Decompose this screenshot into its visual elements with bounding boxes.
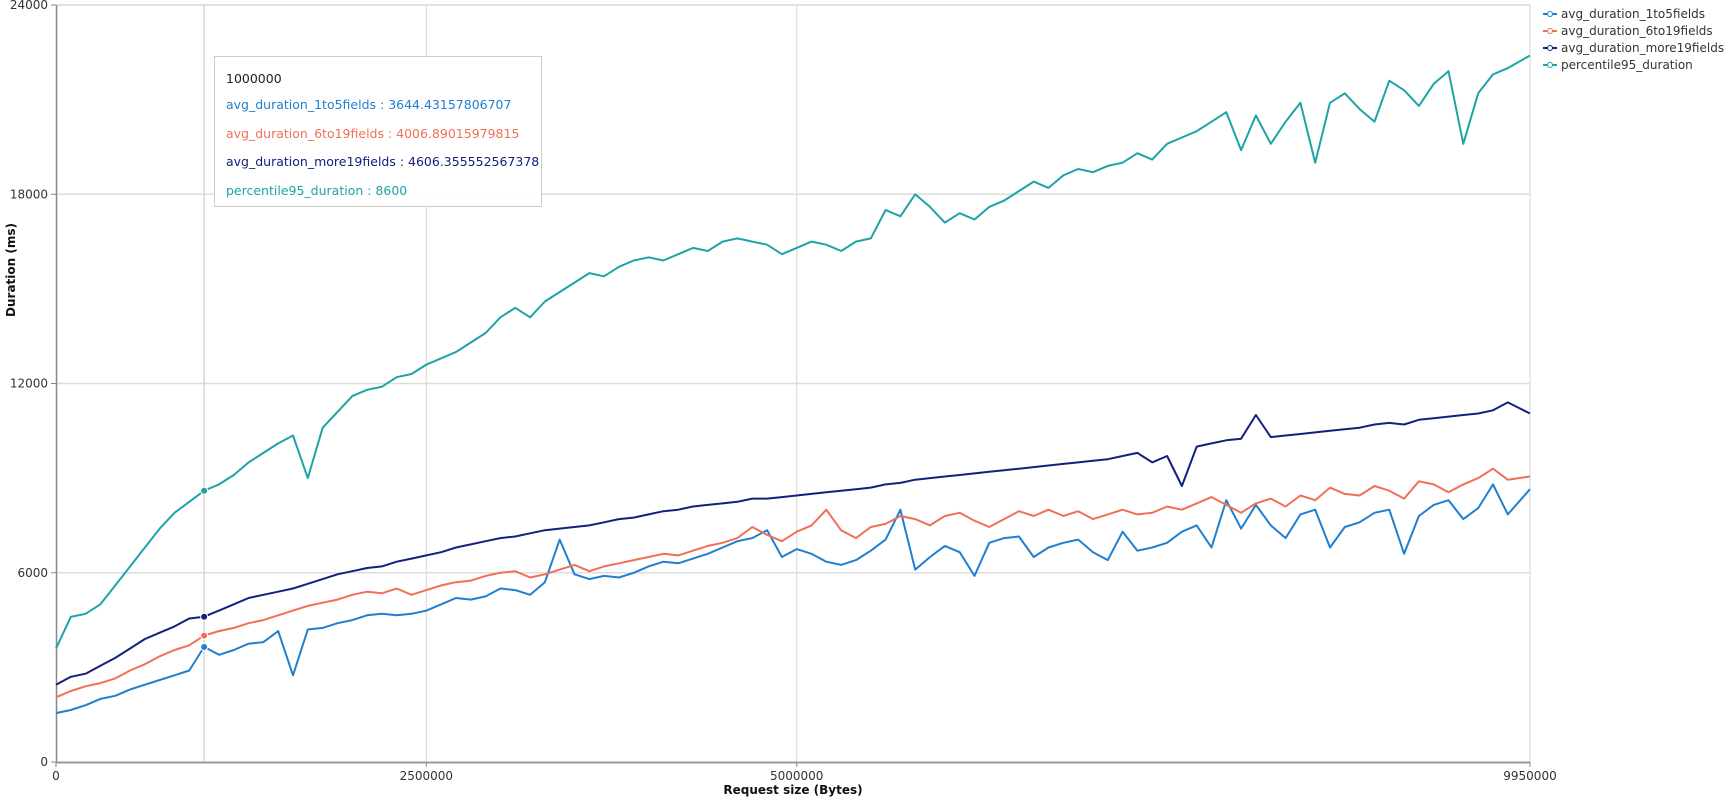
tooltip-row-more19: avg_duration_more19fields : 4606.3555525… [226,154,540,169]
hover-marker-avg_duration_more19fields [200,612,209,621]
x-tick-label: 9950000 [1503,769,1556,783]
hover-tooltip: 1000000 avg_duration_1to5fields : 3644.4… [214,56,542,207]
hover-markers [200,486,209,652]
legend-line-marker-icon [1543,27,1557,35]
y-axis-title: Duration (ms) [4,223,18,317]
legend: avg_duration_1to5fields avg_duration_6to… [1543,5,1724,73]
legend-label: avg_duration_more19fields [1561,40,1725,55]
legend-line-marker-icon [1543,44,1557,52]
tooltip-row-1to5: avg_duration_1to5fields : 3644.431578067… [226,97,512,112]
y-tick-label: 12000 [10,377,48,391]
legend-item-percentile95[interactable]: percentile95_duration [1543,56,1724,73]
tooltip-row-6to19: avg_duration_6to19fields : 4006.89015979… [226,125,520,141]
hover-marker-avg_duration_6to19fields [200,631,209,640]
legend-item-1to5fields[interactable]: avg_duration_1to5fields [1543,5,1724,22]
legend-item-6to19fields[interactable]: avg_duration_6to19fields [1543,22,1724,39]
series-line-avg_duration_more19fields[interactable] [55,401,1531,686]
hover-marker-avg_duration_1to5fields [200,643,209,652]
x-tick-label: 2500000 [400,769,453,783]
tooltip-row-p95: percentile95_duration : 8600 [226,182,408,198]
legend-item-more19fields[interactable]: avg_duration_more19fields [1543,39,1724,56]
legend-label: avg_duration_1to5fields [1561,6,1706,21]
legend-line-marker-icon [1543,10,1557,18]
hover-marker-percentile95_duration [200,486,209,495]
legend-label: avg_duration_6to19fields [1561,23,1713,38]
x-tick-label: 5000000 [770,769,823,783]
legend-line-marker-icon [1543,61,1557,69]
legend-label: percentile95_duration [1561,57,1693,72]
y-tick-label: 18000 [10,187,48,201]
tick-labels: 0 6000 12000 18000 24000 0 2500000 5000000 99500… [10,0,1557,783]
y-tick-label: 24000 [10,0,48,12]
axes [55,5,1530,764]
x-tick-label: 0 [52,769,60,783]
series-lines[interactable] [55,54,1531,715]
tooltip-x-value: 1000000 [226,71,282,86]
x-axis-title: Request size (Bytes) [723,783,862,797]
series-line-percentile95_duration[interactable] [55,54,1531,649]
series-line-avg_duration_1to5fields[interactable] [55,483,1531,715]
series-line-avg_duration_6to19fields[interactable] [55,467,1531,699]
y-tick-label: 6000 [17,566,48,580]
y-tick-label: 0 [40,755,48,769]
